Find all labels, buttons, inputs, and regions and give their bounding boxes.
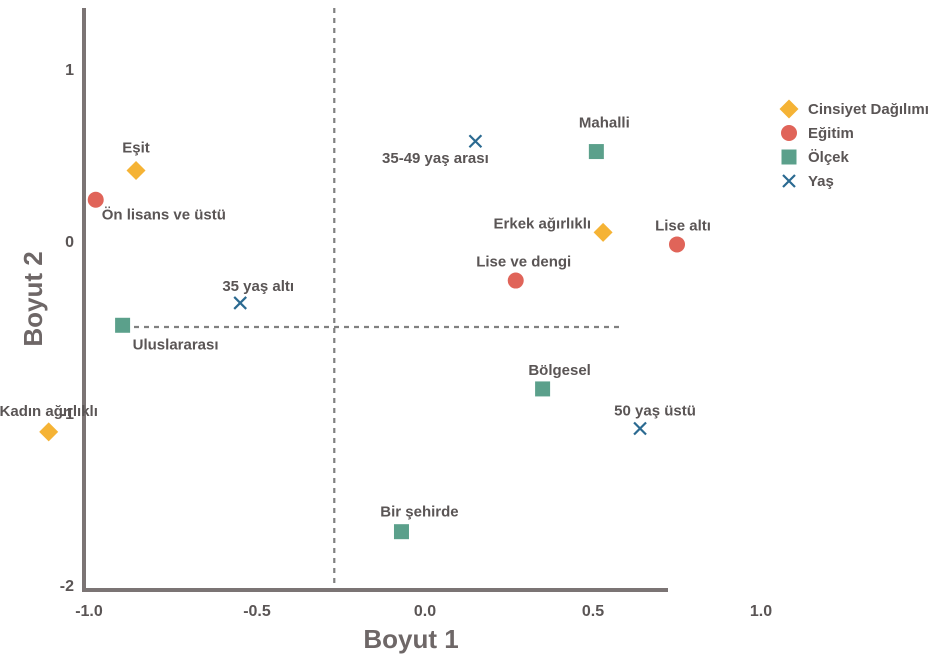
point-35-yas-alti <box>233 296 247 310</box>
y-tick-label: 1 <box>65 62 74 79</box>
point-labels: Eşit Erkek ağırlıklı Kadın ağırlıklı Ön lis… <box>0 115 711 521</box>
point-label-erkek-agirlikli: Erkek ağırlıklı <box>494 215 592 232</box>
point-label-esit: Eşit <box>122 139 150 156</box>
point-bolgesel <box>535 381 551 397</box>
x-tick-label: -0.5 <box>243 603 271 620</box>
point-label-on-lisans-ve-ustu: Ön lisans ve üstü <box>102 207 226 224</box>
legend-marker-yas <box>782 174 796 188</box>
legend-label-yas: Yaş <box>808 173 834 190</box>
y-tick-label: -1 <box>60 406 74 423</box>
legend-marker-olcek <box>781 149 797 165</box>
point-erkek-agirlikli <box>593 222 613 242</box>
legend-label-olcek: Ölçek <box>808 149 850 166</box>
point-label-kadin-agirlikli: Kadın ağırlıklı <box>0 403 98 420</box>
point-label-50-yas-ustu: 50 yaş üstü <box>614 402 696 419</box>
legend-label-cinsiyet-dagilimi: Cinsiyet Dağılımı <box>808 101 929 118</box>
x-tick-label: -1.0 <box>75 603 103 620</box>
point-on-lisans-ve-ustu <box>87 191 104 208</box>
y-tick-label: -2 <box>60 578 74 595</box>
point-lise-ve-dengi <box>507 272 524 289</box>
point-label-35-yas-alti: 35 yaş altı <box>222 278 294 295</box>
point-label-mahalli: Mahalli <box>579 115 630 132</box>
point-label-lise-alti: Lise altı <box>655 217 711 234</box>
point-label-35-49-yas-arasi: 35-49 yaş arası <box>382 150 489 167</box>
point-label-uluslararasi: Uluslararası <box>133 336 219 353</box>
point-lise-alti <box>669 236 685 253</box>
point-50-yas-ustu <box>633 421 647 436</box>
x-tick-label: 0.5 <box>582 603 604 620</box>
y-axis-title: Boyut 2 <box>18 251 48 346</box>
legend: Cinsiyet Dağılımı Eğitim Ölçek Yaş <box>779 99 929 190</box>
legend-marker-egitim <box>781 125 797 141</box>
point-uluslararasi <box>115 317 131 333</box>
point-bir-sehirde <box>393 524 409 540</box>
data-points <box>39 134 685 540</box>
point-35-49-yas-arasi <box>468 134 483 149</box>
reference-lines <box>134 8 622 590</box>
y-tick-label: 0 <box>65 234 74 251</box>
point-label-bir-sehirde: Bir şehirde <box>380 504 458 521</box>
legend-marker-cinsiyet-dagilimi <box>779 99 799 119</box>
x-tick-label: 0.0 <box>414 603 436 620</box>
axes <box>82 8 668 592</box>
x-tick-label: 1.0 <box>750 603 772 620</box>
tick-labels: -1.5-1.0-0.50.00.51.010-1-2 <box>60 62 772 620</box>
point-esit <box>126 160 146 180</box>
point-mahalli <box>588 144 604 160</box>
point-kadin-agirlikli <box>39 422 59 442</box>
legend-label-egitim: Eğitim <box>808 125 854 142</box>
point-label-lise-ve-dengi: Lise ve dengi <box>476 254 571 271</box>
point-label-bolgesel: Bölgesel <box>528 362 591 379</box>
x-axis-title: Boyut 1 <box>363 624 458 654</box>
